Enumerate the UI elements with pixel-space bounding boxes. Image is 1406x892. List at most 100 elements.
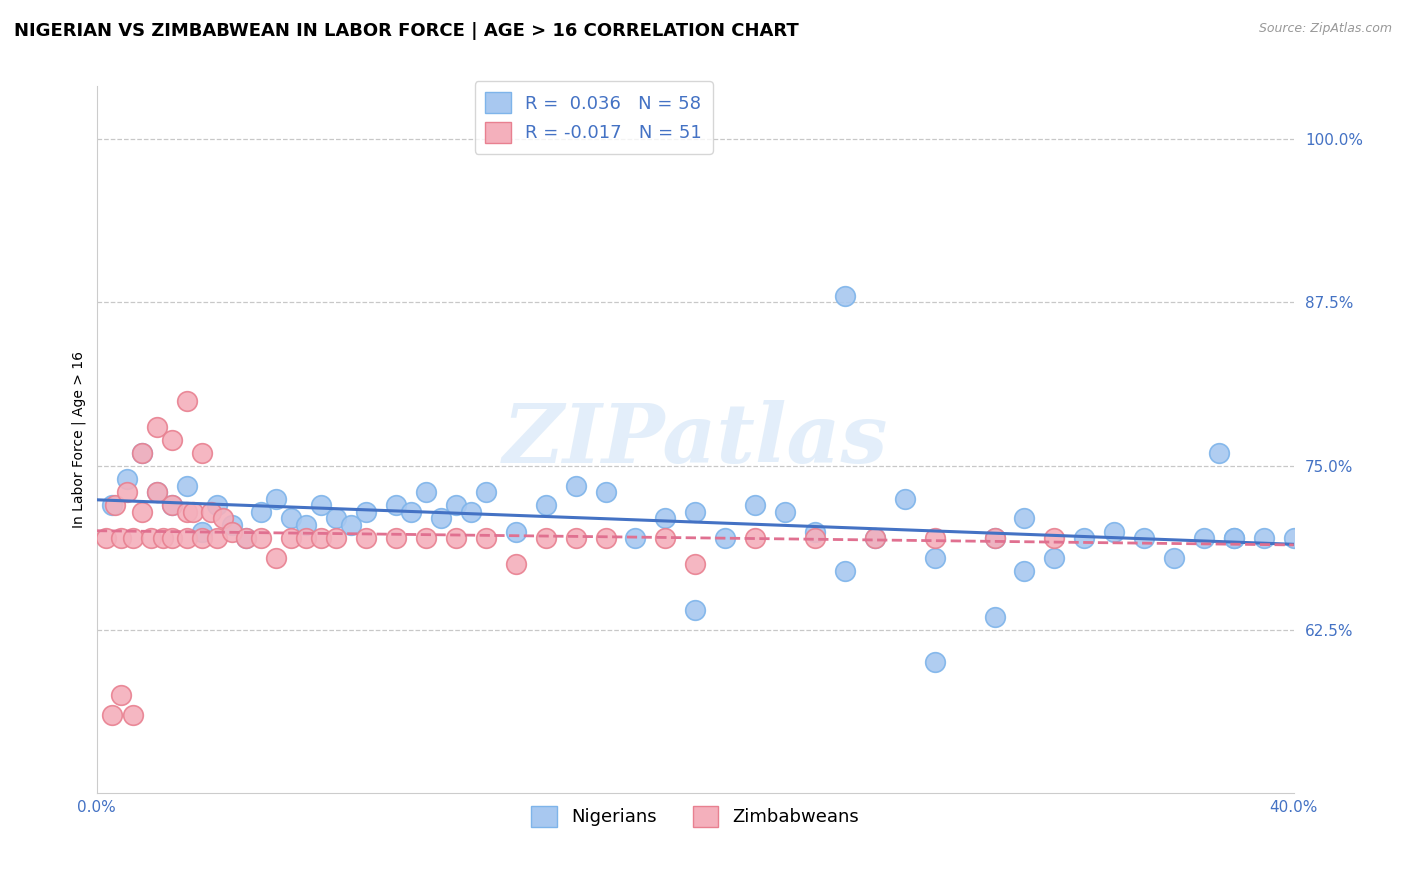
Point [430,511,453,525]
Point [110,688,132,702]
Point [266,491,288,506]
Point [444,498,467,512]
Point [534,531,557,545]
Point [121,531,143,545]
Point [834,564,856,578]
Point [714,531,737,545]
Point [295,531,318,545]
Point [564,478,586,492]
Point [744,531,766,545]
Point [311,531,333,545]
Point [1223,531,1246,545]
Point [415,485,437,500]
Point [834,289,856,303]
Point [804,531,827,545]
Point [385,531,408,545]
Point [415,531,437,545]
Point [1014,511,1036,525]
Point [145,485,167,500]
Point [181,505,204,519]
Point [804,524,827,539]
Point [399,505,422,519]
Point [250,505,273,519]
Point [1223,531,1246,545]
Point [280,531,302,545]
Point [145,419,167,434]
Point [176,531,198,545]
Point [460,505,482,519]
Text: NIGERIAN VS ZIMBABWEAN IN LABOR FORCE | AGE > 16 CORRELATION CHART: NIGERIAN VS ZIMBABWEAN IN LABOR FORCE | … [14,22,799,40]
Point [444,531,467,545]
Point [773,505,796,519]
Point [101,707,124,722]
Point [385,498,408,512]
Point [595,531,617,545]
Point [221,518,243,533]
Point [295,518,318,533]
Legend: Nigerians, Zimbabweans: Nigerians, Zimbabweans [524,798,866,834]
Point [176,505,198,519]
Point [280,511,302,525]
Point [564,531,586,545]
Point [654,531,676,545]
Point [505,524,527,539]
Point [354,505,377,519]
Point [983,531,1005,545]
Point [115,485,138,500]
Point [190,524,212,539]
Point [110,531,132,545]
Point [131,446,153,460]
Point [1102,524,1125,539]
Point [94,531,117,545]
Point [1043,550,1066,565]
Point [160,433,183,447]
Point [311,498,333,512]
Point [176,393,198,408]
Point [1163,550,1185,565]
Point [1014,564,1036,578]
Point [235,531,257,545]
Point [211,511,233,525]
Point [221,524,243,539]
Point [101,498,124,512]
Point [863,531,886,545]
Point [176,478,198,492]
Point [685,558,707,572]
Point [685,505,707,519]
Point [115,472,138,486]
Point [160,498,183,512]
Point [340,518,363,533]
Point [863,531,886,545]
Point [325,511,347,525]
Point [235,531,257,545]
Point [534,498,557,512]
Point [104,498,127,512]
Point [894,491,917,506]
Point [190,446,212,460]
Point [1192,531,1215,545]
Point [266,550,288,565]
Point [160,531,183,545]
Point [595,485,617,500]
Point [983,531,1005,545]
Point [354,531,377,545]
Point [200,505,222,519]
Point [121,707,143,722]
Point [160,498,183,512]
Point [624,531,647,545]
Point [1073,531,1095,545]
Point [325,531,347,545]
Point [983,609,1005,624]
Point [475,485,498,500]
Y-axis label: In Labor Force | Age > 16: In Labor Force | Age > 16 [72,351,86,528]
Point [1208,446,1230,460]
Point [205,531,228,545]
Point [475,531,498,545]
Point [654,511,676,525]
Point [145,485,167,500]
Point [1043,531,1066,545]
Point [205,498,228,512]
Point [152,531,174,545]
Point [1133,531,1156,545]
Point [924,531,946,545]
